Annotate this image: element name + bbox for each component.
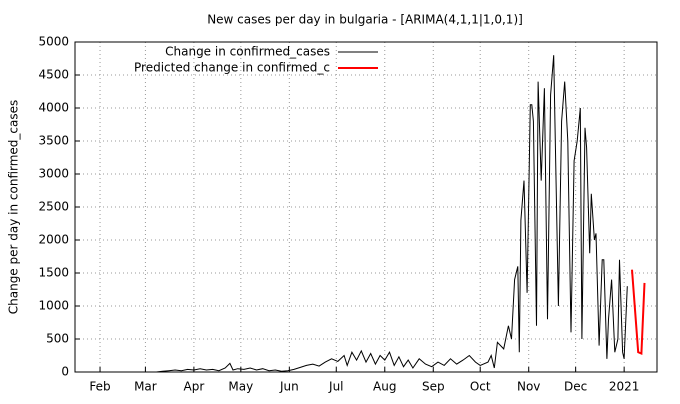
y-tick-label: 4000 (38, 101, 69, 115)
x-tick-label: Dec (564, 380, 587, 394)
y-axis-label: Change per day in confirmed_cases (7, 100, 21, 315)
y-tick-label: 3000 (38, 167, 69, 181)
y-tick-label: 0 (61, 365, 69, 379)
series-line (631, 269, 646, 355)
x-tick-label: Mar (134, 380, 157, 394)
chart-title: New cases per day in bulgaria - [ARIMA(4… (207, 13, 523, 27)
legend-label: Predicted change in confirmed_c (134, 61, 330, 75)
y-tick-label: 1000 (38, 299, 69, 313)
x-tick-label: May (228, 380, 253, 394)
x-tick-label: Oct (470, 380, 491, 394)
y-tick-label: 2000 (38, 233, 69, 247)
plot-frame (74, 41, 658, 373)
x-tick-label: Nov (517, 380, 540, 394)
y-tick-label: 1500 (38, 266, 69, 280)
x-tick-label: Jun (279, 380, 299, 394)
y-tick-label: 2500 (38, 200, 69, 214)
x-tick-label: Jul (328, 380, 343, 394)
y-tick-label: 4500 (38, 68, 69, 82)
x-tick-label: Apr (184, 380, 205, 394)
legend-label: Change in confirmed_cases (165, 45, 330, 59)
y-tick-label: 3500 (38, 134, 69, 148)
x-tick-label: 2021 (609, 380, 640, 394)
x-tick-label: Feb (89, 380, 110, 394)
y-tick-label: 500 (46, 332, 69, 346)
x-tick-label: Aug (373, 380, 396, 394)
x-tick-label: Sep (422, 380, 445, 394)
series-line (156, 55, 628, 373)
y-tick-label: 5000 (38, 35, 69, 49)
